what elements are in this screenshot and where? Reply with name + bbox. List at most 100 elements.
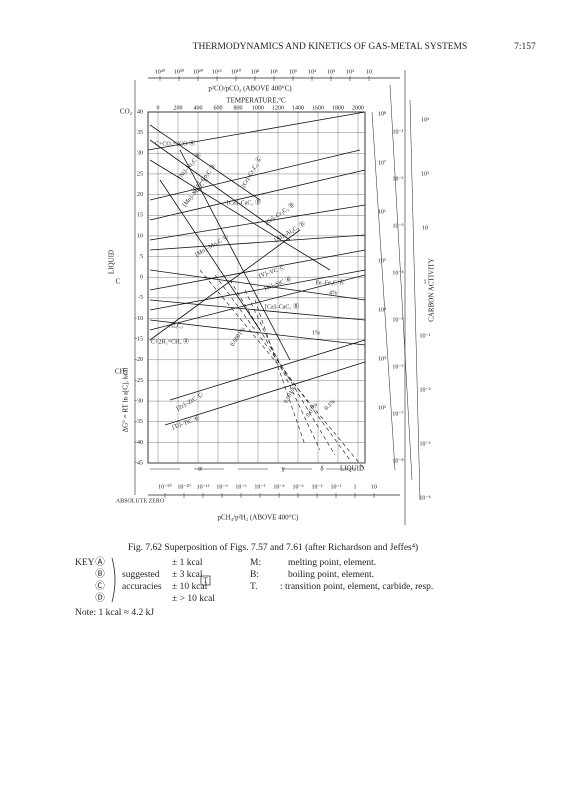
top-scale-label: 10⁶ [270,69,278,75]
y-tick-label: -10 [135,316,143,322]
absolute-zero: ABSOLUTE ZERO [116,498,165,504]
caption: Fig. 7.62 Superposition of Figs. 7.57 an… [128,542,418,553]
key-symbol: Ⓒ [95,581,105,592]
reaction-line [149,269,366,301]
y-tick-label: 15 [137,213,143,219]
y-tick-label: 25 [137,171,143,177]
percent-label: 0.01% [305,402,319,418]
reaction-line [149,229,301,341]
y-tick-label: 35 [137,130,143,136]
reaction-line [149,149,361,201]
key-accuracy: ± 10 kcal [172,582,208,592]
reaction-line [149,249,366,291]
key-meaning: melting point, element. [288,558,376,568]
y-tick-label: 30 [137,151,143,157]
reaction-label: Fe–Fe₃C Ⓐ [316,278,345,286]
reaction-label: [Mo]–Mo₂C Ⓒ [194,233,230,259]
key-symbol: Ⓑ [95,569,105,580]
key-accuracy: ± 3 kcal [172,570,203,580]
percent-label: 1% [312,330,320,336]
percent-line [229,279,336,456]
bottom-scale-label: 10⁻²⁰ [177,483,191,490]
bottom-axis-label: pCH₄/p²H₂ (ABOVE 400°C) [218,514,300,522]
y-tick-label: -40 [135,440,143,446]
top-scale-label: 10⁴⁰ [155,68,166,75]
activity-scale-label: 10⁻⁴ [419,495,430,501]
y-tick-label: 0 [140,275,143,281]
reaction-line [149,274,366,331]
pressure-scale-label: 10⁻⁶ [392,364,403,370]
y-tick-label: -15 [135,337,143,343]
top-axis-label: p²CO/pCO₂ (ABOVE 400°C) [208,85,292,93]
pressure-scale-label: 10⁻⁸ [392,458,403,464]
reaction-line [149,124,261,201]
y-tick-label: 20 [137,192,143,198]
scale-line [371,111,396,471]
key-symbol: Ⓐ [95,557,105,568]
temperature-tick-label: 0 [157,105,160,111]
pressure-scale-label: 10⁻⁵ [392,317,403,323]
y-tick-label: -45 [135,460,143,466]
top-scale-label: 10² [346,69,354,75]
activity-scale-label: 10⁻² [420,387,431,393]
temperature-tick-label: 600 [214,105,223,111]
reaction-line [149,299,366,321]
activity-scale-label: 10² [421,171,429,177]
bottom-scale-label: 10⁻¹² [197,484,210,490]
ratio-scale-label: 10³ [378,356,386,362]
bottom-scale-label: 10⁻⁴ [273,484,284,490]
reaction-line [147,111,366,151]
reaction-line [169,339,366,401]
pressure-scale-label: 10⁻⁴ [392,270,403,276]
bottom-scale-label: 10⁻³ [293,484,304,490]
reaction-line [149,204,366,241]
y-tick-label: -25 [135,378,143,384]
percent-line [244,289,321,451]
top-scale-label: 10⁵ [289,69,297,75]
temperature-tick-label: 400 [194,105,203,111]
temperature-tick-label: 1200 [272,105,284,111]
key-abbr: T. [250,582,257,592]
side-label: C [116,278,121,286]
y-tick-label: -20 [135,357,143,363]
temperature-tick-label: 1600 [312,105,324,111]
top-scale-label: 10⁸ [251,69,259,75]
percent-line [214,274,351,461]
reaction-label: C+CO₂=2CO Ⓐ [155,139,195,147]
ratio-scale-label: 10⁶ [378,209,386,215]
pressure-scale-label: 10⁻⁷ [392,411,403,417]
reaction-line [149,169,366,221]
scale-line [409,99,421,501]
phase-label: α [198,465,202,473]
ratio-scale-label: 10⁵ [378,258,386,264]
key-abbr: M: [250,558,261,568]
reaction-line [159,179,261,331]
key-abbr: B: [250,570,259,580]
temperature-tick-label: 2000 [352,105,364,111]
side-label: LIQUID [108,250,116,274]
key-accuracy: ± 1 kcal [172,558,203,568]
key-meaning: : transition point, element, carbide, re… [280,582,433,592]
reaction-line [149,139,291,241]
temperature-tick-label: 1800 [332,105,344,111]
bottom-scale-label: 10 [371,484,377,490]
reaction-label: C+2H₂=CH₄ Ⓐ [151,337,189,345]
reaction-label: [Ca]–CaC₂ Ⓑ [265,302,299,310]
top-scale-label: 10¹⁶ [212,69,222,75]
note: Note: 1 kcal ≈ 4.2 kJ [75,608,154,618]
top-scale-label: 10 [366,69,372,75]
reaction-line [164,361,366,426]
key-accuracy: ± > 10 kcal [172,594,215,604]
y-tick-label: 5 [140,254,143,260]
reaction-label: [Ti]–TiC Ⓑ [171,414,201,431]
bottom-scale-label: 10⁻⁵ [254,484,265,490]
temperature-tick-label: 800 [234,105,243,111]
percent-label: 0.1% [324,399,337,412]
running-head: THERMODYNAMICS AND KINETICS OF GAS-METAL… [193,42,468,52]
activity-scale-label: 10⁻¹ [420,333,431,339]
percent-line [199,269,366,471]
activity-scale-label: 10⁻³ [420,441,431,447]
temperature-label: TEMPERATURE,°C [226,97,286,105]
y-tick-label: -30 [135,398,143,404]
